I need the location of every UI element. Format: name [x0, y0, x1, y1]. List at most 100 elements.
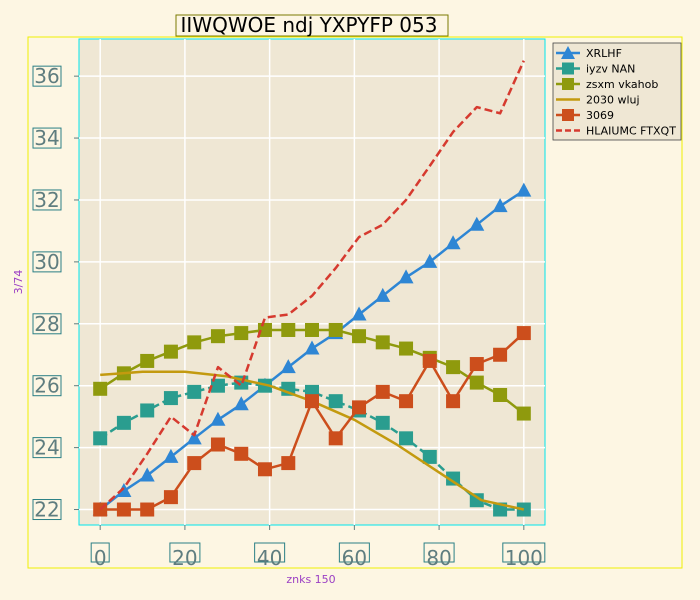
legend-item: iyzv NAN: [556, 62, 635, 76]
y-tick-box: [32, 127, 62, 149]
data-point: [328, 394, 343, 409]
plot-series: [92, 60, 532, 517]
x-tick-label: 20: [172, 546, 197, 570]
legend-item: HLAIUMC FTXQT: [556, 125, 676, 138]
y-tick-box: [32, 437, 62, 459]
y-tick-box: [32, 375, 62, 397]
x-tick-box: [338, 542, 370, 563]
data-point: [446, 471, 461, 486]
data-point: [210, 411, 226, 426]
x-tick-box: [254, 542, 286, 563]
data-point: [93, 381, 108, 396]
data-point: [140, 353, 155, 368]
data-point: [445, 235, 461, 250]
plot-area: [78, 38, 546, 526]
y-tick-label: 22: [34, 498, 59, 522]
figure-frame: [27, 36, 683, 569]
legend: XRLHF iyzv NAN zsxm vkahob 2030 wluj 3069 HLA…: [552, 42, 682, 141]
y-axis-label: 3/74: [12, 270, 25, 295]
data-point: [257, 462, 272, 477]
data-point: [446, 394, 461, 409]
data-point: [116, 482, 132, 497]
data-point: [493, 387, 508, 402]
data-point: [163, 391, 178, 406]
data-point: [493, 347, 508, 362]
data-point: [210, 378, 225, 393]
data-point: [233, 396, 249, 411]
grid: [79, 39, 545, 525]
chart-title: IIWQWOE ndj YXPYFP 053: [181, 13, 438, 37]
legend-label: 3069: [586, 109, 614, 122]
y-tick-label: 36: [34, 64, 59, 88]
data-point: [516, 406, 531, 421]
legend-label: iyzv NAN: [586, 63, 635, 76]
data-point: [234, 326, 249, 341]
data-point: [352, 329, 367, 344]
legend-label: HLAIUMC FTXQT: [586, 125, 676, 138]
data-point: [351, 306, 367, 321]
legend-marker: [561, 46, 575, 59]
y-tick-label: 26: [34, 374, 59, 398]
data-point: [469, 375, 484, 390]
legend-label: XRLHF: [586, 47, 622, 60]
data-point: [469, 357, 484, 372]
data-point: [516, 502, 531, 517]
x-tick-label: 0: [94, 546, 107, 570]
title-box: [175, 14, 449, 37]
x-tick-box: [169, 542, 201, 563]
data-point: [328, 431, 343, 446]
legend-frame: [552, 42, 682, 141]
y-axis: 22 24 26 28 30 32 34 36: [32, 64, 79, 522]
series-4: [93, 326, 531, 517]
x-axis: 0 20 40 60 80 100: [90, 525, 546, 570]
data-point: [469, 493, 484, 508]
x-tick-box: [423, 542, 455, 563]
series-2: [93, 322, 531, 421]
data-point: [210, 329, 225, 344]
y-tick-box: [32, 499, 62, 521]
data-point: [492, 198, 508, 213]
data-point: [187, 335, 202, 350]
x-axis-label: znks 150: [286, 573, 335, 586]
legend-item: zsxm vkahob: [556, 78, 658, 91]
y-tick-box: [32, 313, 62, 335]
y-tick-label: 34: [34, 126, 59, 150]
data-point: [422, 253, 438, 268]
data-point: [210, 437, 225, 452]
data-point: [304, 340, 320, 355]
data-point: [116, 502, 131, 517]
data-point: [281, 322, 296, 337]
y-tick-box: [32, 251, 62, 273]
data-point: [186, 430, 202, 445]
y-tick-label: 32: [34, 188, 59, 212]
legend-label: 2030 wluj: [586, 94, 640, 107]
data-point: [399, 394, 414, 409]
legend-label: zsxm vkahob: [586, 78, 658, 91]
x-tick-label: 60: [342, 546, 367, 570]
legend-item: 2030 wluj: [556, 94, 640, 107]
x-tick-box: [90, 542, 110, 563]
data-point: [281, 456, 296, 471]
y-tick-label: 30: [34, 250, 59, 274]
x-tick-label: 100: [505, 546, 543, 570]
x-tick-label: 80: [426, 546, 451, 570]
data-point: [163, 344, 178, 359]
y-tick-label: 24: [34, 436, 59, 460]
y-tick-box: [32, 189, 62, 211]
series-5: [99, 60, 525, 511]
data-point: [140, 403, 155, 418]
y-tick-box: [32, 65, 62, 87]
legend-marker: [562, 109, 574, 121]
data-point: [187, 456, 202, 471]
data-point: [139, 467, 155, 482]
data-point: [422, 353, 437, 368]
y-tick-label: 28: [34, 312, 59, 336]
data-point: [234, 446, 249, 461]
data-point: [280, 359, 296, 374]
data-point: [398, 269, 414, 284]
data-point: [140, 502, 155, 517]
legend-item: XRLHF: [556, 46, 622, 60]
data-point: [257, 322, 272, 337]
data-point: [422, 449, 437, 464]
